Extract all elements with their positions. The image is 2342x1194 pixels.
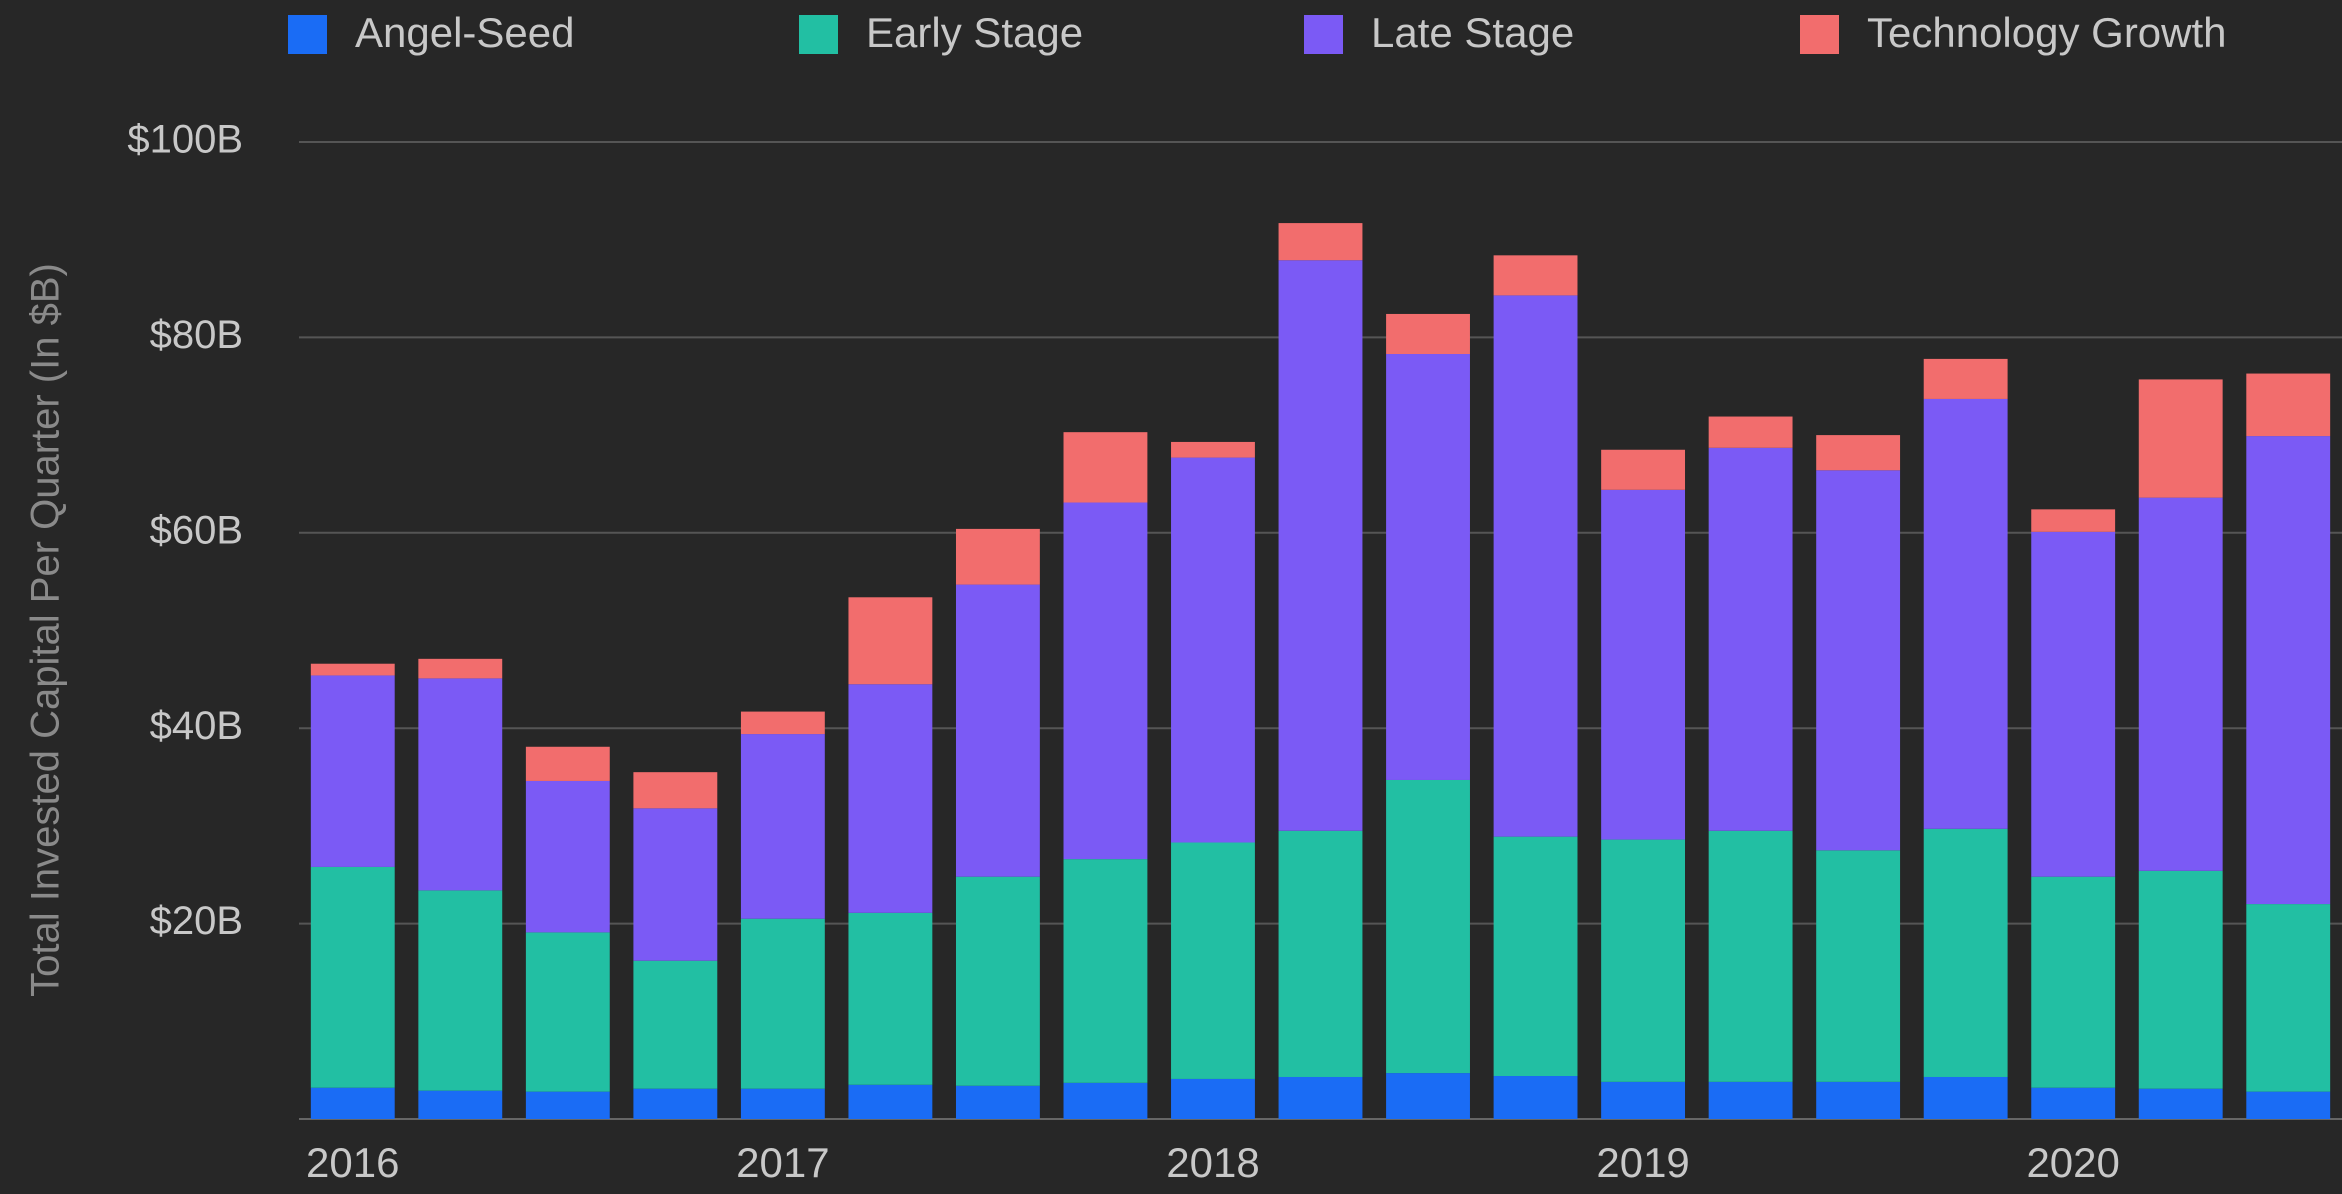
y-tick-label: $80B	[150, 313, 243, 357]
bar-segment	[1171, 1078, 1255, 1119]
bar-segment	[418, 1090, 503, 1119]
bar-segment	[1708, 830, 1793, 1082]
bar-segment	[1278, 223, 1363, 261]
bar-segment	[740, 1088, 825, 1119]
bar-segment	[1708, 447, 1793, 831]
bar-segment	[2246, 904, 2331, 1092]
bar-segment	[1171, 441, 1255, 458]
bar-segment	[418, 658, 503, 679]
bar-segment	[310, 866, 395, 1088]
x-tick-label: 2017	[736, 1139, 829, 1186]
bar-segment	[2031, 1087, 2116, 1119]
y-tick-label: $100B	[127, 118, 243, 162]
bar-segment	[1386, 779, 1470, 1074]
bar-segment	[2138, 379, 2223, 498]
bar-segment	[2246, 1091, 2331, 1119]
bar-segment	[633, 960, 718, 1089]
bar-segment	[1171, 457, 1255, 843]
bar-segment	[1386, 313, 1470, 355]
bar-segment	[1278, 830, 1363, 1077]
bar-segment	[1923, 828, 2008, 1077]
x-tick-label: 2019	[1596, 1139, 1689, 1186]
bar-segment	[1816, 1081, 1901, 1119]
bar-segment	[633, 772, 718, 809]
bar-segment	[1816, 435, 1901, 471]
bar-segment	[1386, 1073, 1470, 1119]
bar-segment	[2031, 509, 2116, 532]
bar-segment	[2246, 436, 2331, 905]
bar-segment	[1923, 1076, 2008, 1119]
bar-segment	[1816, 850, 1901, 1082]
bar-segment	[740, 734, 825, 919]
bar-segment	[310, 1087, 395, 1119]
bar-segment	[525, 932, 610, 1092]
bar-segment	[1601, 1081, 1686, 1119]
bar-segment	[1923, 398, 2008, 829]
bar-segment	[418, 678, 503, 891]
y-tick-label: $20B	[150, 899, 243, 943]
x-tick-label: 2016	[306, 1139, 399, 1186]
legend-label: Technology Growth	[1867, 9, 2227, 56]
bar-segment	[848, 684, 933, 913]
bar-segment	[1063, 502, 1148, 860]
legend-swatch	[799, 15, 838, 54]
bar-segment	[310, 663, 395, 676]
bar-segment	[955, 528, 1040, 585]
bar-segment	[418, 890, 503, 1091]
bar-segment	[1601, 489, 1686, 840]
legend-swatch	[1304, 15, 1343, 54]
bar-segment	[2138, 1088, 2223, 1119]
bar-segment	[633, 808, 718, 961]
bar-segment	[1063, 432, 1148, 503]
bar-segment	[1708, 416, 1793, 448]
bar-segment	[955, 876, 1040, 1086]
legend-swatch	[288, 15, 327, 54]
legend-label: Angel-Seed	[355, 9, 575, 56]
bar-segment	[1171, 842, 1255, 1079]
bar-segment	[1278, 1076, 1363, 1119]
bar-segment	[1708, 1081, 1793, 1119]
bar-segment	[848, 597, 933, 685]
bar-segment	[1923, 358, 2008, 399]
bar-segment	[848, 912, 933, 1085]
bar-segment	[1493, 1076, 1578, 1119]
bar-segment	[1493, 255, 1578, 296]
bar-segment	[1601, 839, 1686, 1082]
legend-label: Early Stage	[866, 9, 1083, 56]
bar-segment	[1278, 260, 1363, 831]
bar-segment	[633, 1088, 718, 1119]
bar-segment	[1601, 449, 1686, 490]
y-tick-label: $40B	[150, 704, 243, 748]
bar-segment	[2031, 876, 2116, 1088]
legend-label: Late Stage	[1371, 9, 1574, 56]
bar-segment	[2138, 497, 2223, 871]
bar-segment	[525, 780, 610, 933]
bar-segment	[1493, 836, 1578, 1077]
legend-swatch	[1800, 15, 1839, 54]
bar-segment	[1493, 295, 1578, 837]
bar-segment	[1816, 470, 1901, 851]
bar-segment	[848, 1084, 933, 1119]
bar-segment	[1063, 859, 1148, 1083]
bar-segment	[525, 746, 610, 781]
bar-segment	[1386, 354, 1470, 780]
x-tick-label: 2018	[1166, 1139, 1259, 1186]
bar-segment	[1063, 1082, 1148, 1119]
bar-segment	[2031, 531, 2116, 877]
bar-segment	[955, 584, 1040, 877]
x-tick-label: 2020	[2026, 1139, 2119, 1186]
y-tick-label: $60B	[150, 508, 243, 552]
bar-segment	[2138, 870, 2223, 1089]
bar-segment	[740, 711, 825, 735]
y-axis-label: Total Invested Capital Per Quarter (In $…	[24, 263, 68, 997]
bar-segment	[2246, 373, 2331, 437]
bar-segment	[740, 918, 825, 1089]
bar-segment	[955, 1085, 1040, 1119]
bar-segment	[525, 1091, 610, 1119]
bar-segment	[310, 675, 395, 867]
